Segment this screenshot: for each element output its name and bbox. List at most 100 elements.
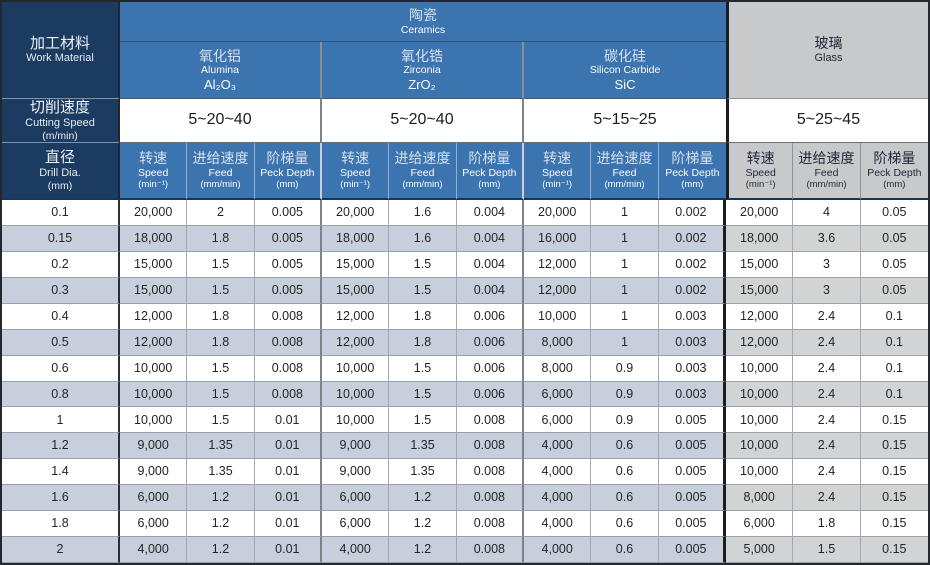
data-cell: 10,000 — [322, 407, 390, 434]
feed-unit: (mm/min) — [604, 179, 645, 191]
data-cell: 0.005 — [254, 200, 322, 226]
data-cell: 0.002 — [658, 251, 726, 278]
speed-en: Speed — [745, 166, 776, 179]
col-header-speed: 转速 Speed (min⁻¹) — [322, 143, 390, 200]
feed-zh: 进给速度 — [394, 150, 451, 167]
drill-dia-cell: 1.6 — [2, 485, 120, 512]
speed-zh: 转速 — [139, 150, 168, 167]
data-cell: 4 — [793, 200, 861, 226]
speed-en: Speed — [541, 166, 573, 179]
data-cell: 0.005 — [254, 225, 322, 252]
data-cell: 0.008 — [254, 355, 322, 382]
data-cell: 0.005 — [658, 433, 726, 460]
data-cell: 1.8 — [187, 329, 255, 356]
data-cell: 0.1 — [860, 355, 928, 382]
data-cell: 1.5 — [187, 355, 255, 382]
zirconia-zh: 氧化锆 — [401, 47, 443, 64]
data-cell: 10,000 — [726, 381, 794, 408]
data-cell: 1.2 — [389, 537, 457, 563]
sic-formula: SiC — [614, 76, 636, 92]
data-cell: 15,000 — [322, 251, 390, 278]
data-cell: 1.6 — [389, 225, 457, 252]
peck-unit: (mm) — [276, 179, 299, 191]
data-cell: 4,000 — [524, 511, 592, 538]
data-cell: 16,000 — [524, 225, 592, 252]
data-cell: 12,000 — [322, 303, 390, 330]
data-cell: 0.9 — [591, 381, 659, 408]
col-header-feed-glass: 进给速度 Feed (mm/min) — [793, 143, 861, 200]
data-cell: 10,000 — [524, 303, 592, 330]
data-cell: 0.15 — [860, 485, 928, 512]
data-cell: 0.006 — [456, 329, 524, 356]
data-cell: 6,000 — [322, 485, 390, 512]
data-cell: 0.003 — [658, 303, 726, 330]
data-cell: 1.2 — [187, 485, 255, 512]
data-cell: 0.01 — [254, 407, 322, 434]
data-cell: 15,000 — [120, 277, 188, 304]
data-cell: 2.4 — [793, 355, 861, 382]
data-cell: 1.5 — [389, 251, 457, 278]
cutting-speed-unit: (m/min) — [42, 129, 78, 142]
sic-en: Silicon Carbide — [589, 64, 661, 77]
glass-label-zh: 玻璃 — [814, 35, 843, 52]
data-cell: 0.05 — [860, 277, 928, 304]
drill-dia-cell: 2 — [2, 537, 120, 563]
col-header-peck-depth-glass: 阶梯量 Peck Depth (mm) — [860, 143, 928, 200]
feed-unit: (mm/min) — [200, 179, 241, 191]
drill-dia-cell: 0.1 — [2, 200, 120, 226]
alumina-formula: Al₂O₃ — [203, 76, 236, 92]
data-cell: 2.4 — [793, 381, 861, 408]
data-cell: 0.008 — [456, 537, 524, 563]
data-cell: 0.002 — [658, 225, 726, 252]
data-cell: 0.008 — [456, 459, 524, 486]
peck-en: Peck Depth — [462, 166, 517, 179]
data-cell: 0.6 — [591, 537, 659, 563]
data-cell: 0.6 — [591, 485, 659, 512]
data-cell: 0.05 — [860, 200, 928, 226]
data-cell: 0.006 — [456, 381, 524, 408]
data-cell: 0.004 — [456, 200, 524, 226]
speed-unit: (min⁻¹) — [542, 179, 573, 191]
data-cell: 3.6 — [793, 225, 861, 252]
cutting-speed-glass: 5~25~45 — [726, 99, 928, 143]
drill-dia-cell: 0.8 — [2, 381, 120, 408]
feed-en: Feed — [612, 166, 637, 179]
data-cell: 0.6 — [591, 511, 659, 538]
data-cell: 0.008 — [254, 329, 322, 356]
drill-dia-cell: 0.15 — [2, 225, 120, 252]
peck-zh: 阶梯量 — [671, 150, 714, 167]
data-cell: 10,000 — [120, 355, 188, 382]
data-cell: 20,000 — [322, 200, 390, 226]
material-header-alumina: 氧化铝 Alumina Al₂O₃ — [120, 42, 322, 99]
col-header-speed-glass: 转速 Speed (min⁻¹) — [726, 143, 794, 200]
peck-zh: 阶梯量 — [468, 150, 511, 167]
data-cell: 1.5 — [187, 251, 255, 278]
data-cell: 0.15 — [860, 433, 928, 460]
data-cell: 0.01 — [254, 459, 322, 486]
data-cell: 6,000 — [322, 511, 390, 538]
data-cell: 10,000 — [726, 355, 794, 382]
data-cell: 4,000 — [120, 537, 188, 563]
data-cell: 12,000 — [120, 303, 188, 330]
data-cell: 0.01 — [254, 537, 322, 563]
data-cell: 1 — [591, 303, 659, 330]
data-cell: 15,000 — [120, 251, 188, 278]
drill-dia-cell: 0.4 — [2, 303, 120, 330]
data-cell: 0.006 — [456, 355, 524, 382]
data-cell: 0.008 — [456, 433, 524, 460]
data-cell: 6,000 — [524, 381, 592, 408]
speed-zh: 转速 — [543, 150, 572, 167]
data-cell: 1.5 — [187, 381, 255, 408]
col-header-feed: 进给速度 Feed (mm/min) — [389, 143, 457, 200]
ceramics-group-header: 陶瓷 Ceramics — [120, 2, 726, 42]
drill-dia-cell: 0.2 — [2, 251, 120, 278]
zirconia-en: Zirconia — [403, 64, 441, 77]
data-cell: 18,000 — [322, 225, 390, 252]
peck-en: Peck Depth — [867, 166, 922, 179]
ceramics-label-zh: 陶瓷 — [409, 7, 437, 24]
feed-zh: 进给速度 — [798, 150, 855, 167]
data-cell: 3 — [793, 277, 861, 304]
data-cell: 12,000 — [120, 329, 188, 356]
data-cell: 1.2 — [389, 511, 457, 538]
